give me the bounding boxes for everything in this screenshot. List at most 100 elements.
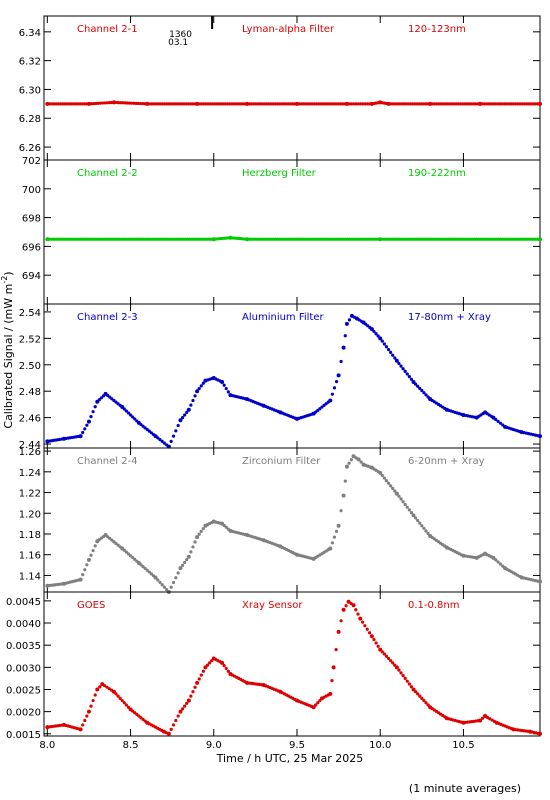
data-point [416,518,420,523]
data-point [416,384,420,388]
data-point [407,682,411,686]
data-point [161,237,166,241]
data-point [78,434,83,439]
data-point [391,486,395,491]
y-axis-label-main: Calibrated Signal / (mW m [2,284,15,429]
data-point [78,237,82,241]
data-point [128,413,133,417]
data-point [174,718,178,723]
data-point [168,237,172,241]
data-point [413,516,418,520]
y-tick-label: 1.20 [19,509,41,520]
data-point [413,237,417,241]
data-point [509,237,514,241]
data-point [122,548,126,552]
data-point [181,237,185,241]
data-point [328,398,333,403]
data-point [407,508,411,512]
data-point [498,421,502,425]
data-point [120,237,124,241]
panel-5: 0.0015 0.0020 0.0025 0.0030 0.0035 0.0040 0.00… [6,591,542,751]
data-point [380,339,384,343]
data-point [494,237,498,241]
data-point [180,563,185,567]
data-point [85,563,89,567]
data-point [328,691,333,696]
data-point [363,102,367,106]
data-point [389,102,393,106]
data-point [413,382,418,386]
data-point [491,102,495,106]
data-point [411,687,416,692]
data-point [531,102,535,106]
data-point [80,102,84,106]
data-point [538,731,542,736]
data-point [109,237,113,241]
data-point [105,685,109,689]
data-point [529,237,533,241]
data-point [402,102,406,106]
data-point [131,555,135,560]
data-point [96,101,100,105]
data-point [56,102,60,106]
data-point [201,237,205,241]
data-point [131,237,135,241]
data-point [424,529,428,533]
data-point [428,237,433,241]
data-point [498,102,502,106]
data-point [487,102,491,106]
data-point [183,560,187,565]
data-point [150,237,155,241]
data-point [367,631,372,635]
data-point [141,565,145,569]
data-point [394,358,399,363]
data-point [500,102,504,106]
panel-title: Channel 2-1 [77,24,138,35]
data-point [378,647,383,652]
data-point [538,101,542,106]
data-point [180,416,185,420]
data-point [419,102,423,106]
data-point [145,568,149,572]
data-point [47,102,52,106]
data-point [448,237,452,241]
data-point [343,479,347,483]
data-point [501,237,505,241]
data-point [494,102,498,106]
data-point [407,375,411,379]
data-point [114,692,118,696]
data-point [358,102,363,106]
data-point [189,694,193,698]
data-point [115,237,120,241]
data-point [389,659,393,663]
data-point [208,661,212,665]
data-point [82,237,87,241]
data-point [523,237,527,241]
data-point [422,526,426,530]
footer-note: (1 minute averages) [409,782,521,795]
data-point [102,237,106,241]
data-point [391,237,395,241]
data-point [363,624,367,628]
data-point [330,541,334,545]
data-point [496,237,501,241]
panel-band: 190-222nm [408,168,466,179]
data-point [98,101,102,105]
data-point [177,237,181,241]
data-point [538,434,542,439]
data-point [365,102,369,106]
data-point [96,237,100,241]
data-point [81,723,85,727]
data-point [98,685,102,689]
data-point [85,423,89,427]
data-point [341,493,346,498]
data-point [516,237,520,241]
data-point [133,237,137,241]
data-point [74,102,78,106]
y-tick-label: 1.18 [19,530,41,541]
data-series [45,599,542,736]
annotation-text: 03.1 [168,38,188,48]
data-point [185,558,189,562]
data-point [384,479,389,483]
data-point [386,481,391,485]
